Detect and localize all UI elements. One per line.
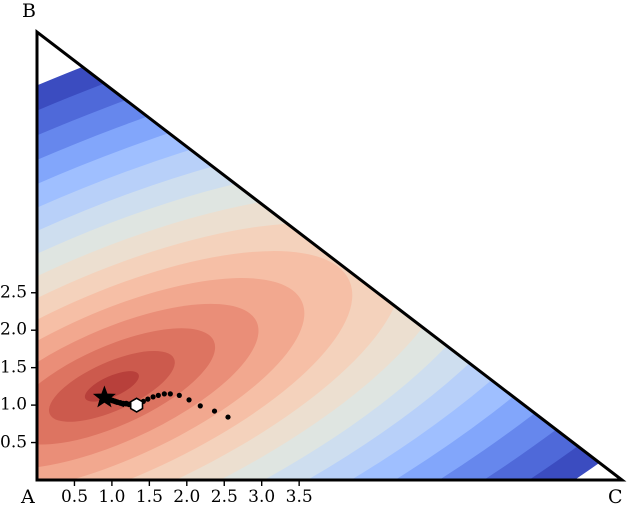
- x-tick-label: 3.0: [248, 487, 276, 507]
- x-tick-label: 2.0: [173, 487, 201, 507]
- axis-ticks: [31, 292, 300, 486]
- y-tick-label: 1.5: [0, 357, 28, 378]
- y-tick-label: 2.5: [0, 282, 28, 303]
- trajectory-point: [225, 414, 231, 420]
- marker-layer: [92, 385, 144, 413]
- x-tick-label: 2.5: [210, 487, 238, 507]
- trajectory-point: [186, 397, 192, 403]
- trajectory-point: [150, 394, 156, 400]
- current-point-hexagon: [129, 397, 144, 413]
- x-tick-label: 3.5: [285, 487, 313, 507]
- trajectory-point: [145, 396, 151, 402]
- y-tick-label: 0.5: [0, 432, 28, 453]
- trajectory-point: [197, 403, 203, 409]
- x-tick-label: 1.0: [98, 487, 126, 507]
- trajectory-point: [161, 391, 167, 397]
- y-tick-label: 2.0: [0, 319, 28, 340]
- x-tick-label: 1.5: [135, 487, 163, 507]
- trajectory-point: [211, 408, 218, 414]
- corner-label-C: C: [608, 486, 623, 508]
- trajectory-point: [155, 392, 161, 398]
- x-tick-label: 0.5: [60, 487, 89, 507]
- corner-label-B: B: [22, 0, 36, 22]
- trajectory-point: [176, 392, 182, 398]
- trajectory-point: [167, 391, 173, 397]
- simplex-boundary: [35, 28, 627, 482]
- corner-label-A: A: [21, 486, 35, 508]
- optimum-star: [92, 385, 116, 408]
- y-tick-label: 1.0: [0, 394, 28, 415]
